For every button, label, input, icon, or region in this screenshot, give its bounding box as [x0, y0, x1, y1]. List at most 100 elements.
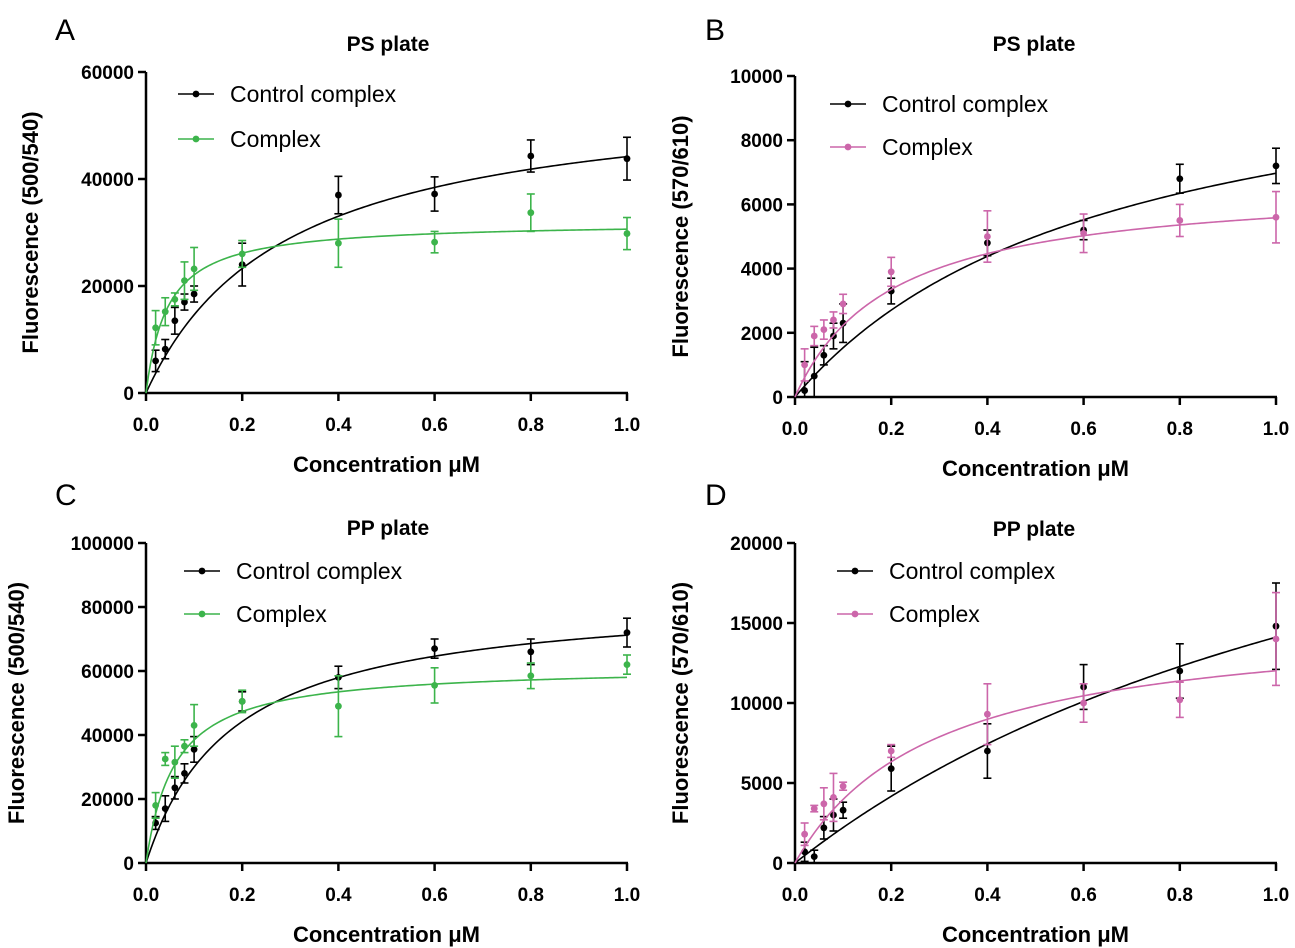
y-axis-title: Fluorescence (500/540): [18, 111, 43, 353]
data-point: [190, 746, 198, 753]
x-tick-label: 0.8: [518, 885, 544, 906]
data-point: [1176, 667, 1184, 675]
x-tick-label: 0.0: [133, 885, 159, 906]
y-tick-label: 10000: [730, 694, 783, 715]
panel-letter: C: [55, 479, 77, 512]
data-point: [984, 233, 991, 240]
data-point: [161, 755, 169, 763]
series-control-complex: [794, 147, 1280, 398]
chart-title: PS plate: [993, 33, 1076, 56]
x-tick-label: 0.4: [325, 885, 352, 906]
series-control-complex: [145, 136, 631, 394]
data-point: [161, 308, 169, 316]
legend-marker: [844, 100, 852, 108]
x-tick-label: 0.0: [782, 419, 808, 440]
data-point: [171, 317, 179, 325]
data-point: [181, 277, 188, 285]
data-point: [181, 298, 188, 306]
y-axis-title: Fluorescence (570/610): [668, 582, 693, 824]
y-tick-label: 4000: [741, 260, 783, 281]
legend-marker: [851, 610, 859, 618]
data-point: [810, 853, 818, 860]
data-point: [801, 361, 809, 369]
data-point: [1272, 162, 1280, 170]
panel-letter: A: [55, 14, 75, 47]
series-complex: [794, 190, 1280, 398]
data-point: [238, 250, 246, 258]
data-point: [527, 672, 535, 680]
fit-curve: [145, 155, 628, 394]
series-complex: [145, 654, 631, 864]
data-point: [171, 758, 179, 766]
data-point: [1272, 213, 1280, 221]
data-point: [801, 387, 809, 394]
data-point: [1176, 696, 1184, 704]
data-point: [1176, 217, 1184, 224]
data-point: [171, 784, 179, 792]
legend-label: Complex: [236, 601, 327, 627]
data-point: [431, 190, 438, 198]
legend-label: Complex: [882, 134, 973, 160]
y-axis-title: Fluorescence (500/540): [4, 582, 29, 824]
chart-title: PP plate: [993, 518, 1075, 541]
y-tick-label: 0: [772, 854, 783, 875]
data-point: [431, 682, 438, 689]
data-point: [171, 295, 179, 303]
x-tick-label: 1.0: [1263, 419, 1289, 440]
data-point: [839, 300, 847, 308]
data-point: [984, 747, 991, 755]
data-point: [1080, 229, 1087, 237]
data-point: [335, 702, 342, 710]
data-point: [810, 805, 818, 812]
fit-curve: [145, 228, 628, 394]
series-complex: [794, 591, 1280, 864]
x-tick-label: 0.4: [974, 419, 1001, 440]
legend-label: Control complex: [889, 558, 1056, 584]
x-tick-label: 0.6: [421, 885, 447, 906]
y-tick-label: 2000: [741, 324, 783, 345]
y-tick-label: 15000: [730, 614, 783, 635]
x-tick-label: 0.0: [782, 885, 808, 906]
y-tick-label: 10000: [730, 67, 783, 88]
x-tick-label: 0.2: [229, 885, 255, 906]
y-tick-label: 20000: [81, 790, 134, 811]
data-point: [839, 319, 847, 327]
data-point: [820, 824, 828, 832]
data-point: [152, 324, 160, 332]
legend-marker: [198, 610, 206, 618]
data-point: [431, 645, 438, 652]
series-control-complex: [794, 582, 1280, 864]
data-point: [830, 316, 837, 324]
legend-label: Complex: [889, 601, 980, 627]
data-point: [1272, 635, 1280, 643]
series-control-complex: [145, 617, 631, 864]
data-point: [623, 661, 631, 668]
data-point: [810, 372, 818, 380]
data-point: [623, 230, 631, 237]
data-point: [238, 698, 246, 705]
data-point: [839, 806, 847, 814]
x-axis-title: Concentration μM: [293, 922, 480, 947]
data-point: [839, 782, 847, 790]
x-tick-label: 0.6: [421, 415, 447, 436]
data-point: [801, 830, 809, 838]
data-point: [820, 800, 828, 808]
y-tick-label: 6000: [741, 195, 783, 216]
x-tick-label: 0.0: [133, 415, 159, 436]
x-tick-label: 0.8: [518, 415, 544, 436]
data-point: [527, 648, 535, 656]
legend-marker: [192, 135, 200, 143]
x-tick-label: 0.6: [1070, 419, 1096, 440]
y-tick-label: 40000: [81, 726, 134, 747]
data-point: [820, 351, 828, 359]
data-point: [190, 290, 198, 298]
x-tick-label: 1.0: [614, 885, 640, 906]
data-point: [152, 802, 160, 809]
y-tick-label: 5000: [741, 774, 783, 795]
data-point: [623, 629, 631, 636]
data-point: [161, 345, 169, 353]
data-point: [527, 152, 535, 160]
data-point: [984, 710, 991, 718]
chart-panel-a: A PS plate 0.0 0.2 0.4 0.6 0.8 1.0 0 20000 40000 60…: [18, 14, 640, 477]
series-complex: [145, 193, 631, 394]
